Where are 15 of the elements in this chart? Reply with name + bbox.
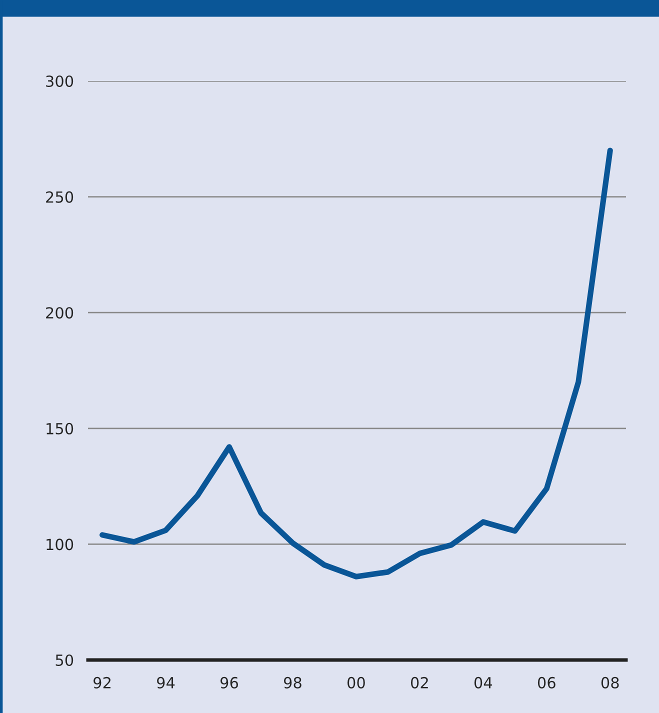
x-tick-label: 08	[601, 676, 619, 688]
y-tick-label: 250	[46, 191, 74, 203]
y-tick-label: 200	[46, 307, 74, 319]
x-tick-label: 04	[474, 676, 492, 688]
x-tick-label: 92	[94, 676, 110, 688]
y-tick-label: 150	[46, 422, 74, 434]
x-tick-label: 02	[410, 676, 428, 688]
x-tick-label: 00	[347, 676, 365, 688]
x-tick-label: 06	[538, 676, 556, 688]
x-tick-label: 98	[284, 676, 302, 688]
y-tick-label: 100	[46, 538, 74, 550]
y-tick-label: 300	[46, 75, 74, 88]
y-tick-label: 50	[56, 654, 74, 666]
x-tick-label: 96	[220, 676, 238, 688]
x-tick-label: 94	[157, 676, 175, 688]
